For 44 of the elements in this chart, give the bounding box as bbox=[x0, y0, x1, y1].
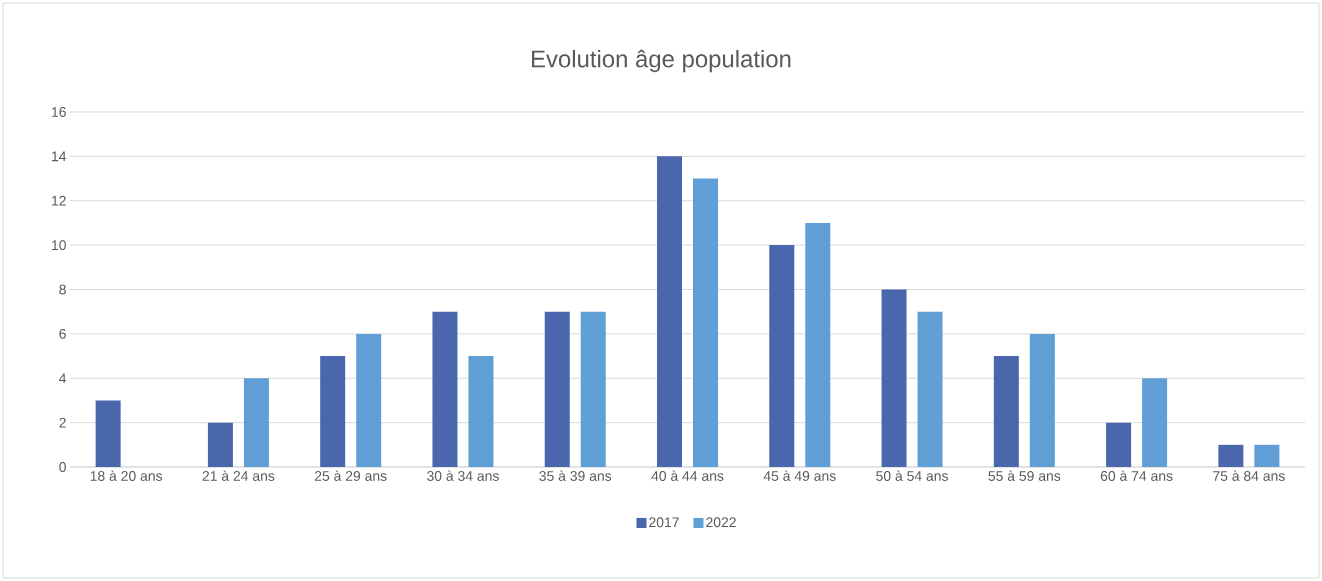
bar bbox=[805, 222, 831, 467]
x-tick-label: 50 à 54 ans bbox=[876, 470, 948, 481]
x-tick-label: 45 à 49 ans bbox=[763, 470, 836, 481]
bar bbox=[657, 156, 683, 467]
legend-label: 2017 bbox=[649, 517, 679, 528]
x-tick-label: 75 à 84 ans bbox=[1213, 470, 1285, 481]
y-tick-label: 0 bbox=[59, 462, 66, 472]
x-tick-label: 30 à 34 ans bbox=[427, 470, 499, 481]
bar bbox=[1142, 378, 1168, 467]
bar bbox=[881, 289, 907, 467]
bar bbox=[1029, 333, 1055, 467]
bar bbox=[95, 400, 121, 467]
y-tick-label: 16 bbox=[52, 107, 66, 117]
bar bbox=[356, 333, 382, 467]
bar bbox=[693, 178, 719, 467]
y-tick-label: 10 bbox=[52, 240, 66, 251]
chart-title: Evolution âge population bbox=[532, 49, 791, 73]
x-tick-label: 25 à 29 ans bbox=[314, 470, 387, 481]
y-tick-label: 4 bbox=[59, 373, 67, 384]
bar bbox=[468, 356, 494, 467]
x-tick-label: 35 à 39 ans bbox=[539, 470, 612, 481]
x-tick-label: 40 à 44 ans bbox=[651, 470, 724, 481]
bar bbox=[320, 356, 346, 467]
bar bbox=[580, 311, 606, 467]
x-tick-label: 55 à 59 ans bbox=[988, 470, 1061, 481]
y-tick-label: 12 bbox=[52, 195, 66, 206]
y-tick-label: 6 bbox=[59, 328, 66, 339]
bar bbox=[917, 311, 943, 467]
bar bbox=[1254, 444, 1280, 467]
bar bbox=[243, 378, 269, 467]
legend-label: 2022 bbox=[706, 517, 736, 528]
x-tick-label: 21 à 24 ans bbox=[202, 470, 275, 481]
bar bbox=[432, 311, 458, 467]
bar bbox=[544, 311, 570, 467]
x-tick-label: 60 à 74 ans bbox=[1100, 470, 1173, 481]
bar bbox=[1106, 422, 1132, 467]
bar bbox=[1218, 444, 1244, 467]
x-tick-label: 18 à 20 ans bbox=[90, 470, 163, 481]
bar bbox=[993, 356, 1019, 467]
y-tick-label: 14 bbox=[52, 151, 67, 162]
y-tick-label: 8 bbox=[59, 284, 66, 295]
bar bbox=[769, 245, 795, 467]
bar bbox=[207, 422, 233, 467]
y-tick-label: 2 bbox=[59, 417, 66, 428]
